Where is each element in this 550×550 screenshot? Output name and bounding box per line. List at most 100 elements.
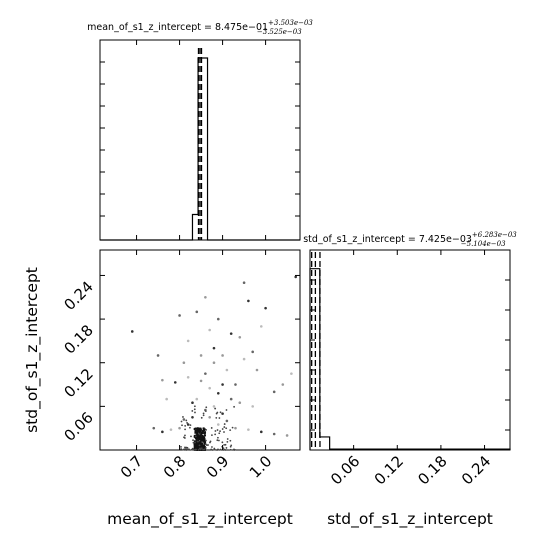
- scatter-core-point: [196, 430, 199, 433]
- scatter-x-tick-label: 1.0: [246, 452, 276, 482]
- scatter-halo-point: [219, 430, 221, 433]
- scatter-halo-point: [200, 447, 203, 450]
- scatter-halo-point: [194, 441, 196, 444]
- scatter-point: [191, 401, 194, 405]
- scatter-halo-point: [229, 439, 232, 442]
- mean-histogram-ticks: [100, 40, 300, 240]
- scatter-halo-point: [223, 443, 226, 446]
- scatter-x-tick-label: 0.9: [203, 452, 233, 482]
- scatter-core-point: [196, 427, 199, 430]
- scatter-core-point: [201, 439, 204, 442]
- scatter-core-point: [196, 441, 199, 444]
- scatter-halo-point: [189, 424, 192, 427]
- scatter-x-tick-label: 0.7: [117, 452, 147, 482]
- scatter-halo-point: [191, 447, 194, 450]
- mean-histogram-title: mean_of_s1_z_intercept = 8.475e−01+3.503…: [87, 19, 313, 36]
- scatter-y-label: std_of_s1_z_intercept: [23, 267, 42, 433]
- scatter-points: [130, 275, 297, 437]
- scatter-point: [186, 375, 190, 379]
- scatter-point: [152, 426, 156, 430]
- mean-title-main: mean_of_s1_z_intercept = 8.475e−01: [87, 22, 268, 33]
- scatter-core-point: [196, 448, 199, 451]
- scatter-halo-point: [229, 429, 232, 432]
- std-histogram-x-ticks: 0.06 0.12 0.18 0.24: [327, 250, 494, 488]
- scatter-halo-point: [218, 439, 220, 442]
- scatter-core-point: [196, 439, 199, 442]
- scatter-point: [251, 350, 254, 354]
- scatter-point: [225, 419, 229, 423]
- scatter-point: [234, 426, 237, 430]
- scatter-halo-point: [204, 447, 207, 449]
- scatter-point: [221, 383, 224, 386]
- scatter-dense-core: [180, 405, 236, 451]
- scatter-point: [216, 391, 220, 395]
- scatter-core-point: [196, 443, 199, 446]
- scatter-core-point: [201, 447, 204, 450]
- scatter-core-point: [199, 438, 202, 441]
- scatter-point: [130, 330, 134, 333]
- scatter-core-point: [201, 442, 204, 445]
- scatter-halo-point: [180, 448, 182, 450]
- std-x-tick-label: 0.18: [414, 452, 450, 488]
- scatter-halo-point: [216, 411, 219, 414]
- scatter-halo-point: [210, 427, 213, 429]
- scatter-point: [161, 430, 164, 434]
- scatter-halo-point: [199, 447, 202, 450]
- std-histogram-title: std_of_s1_z_intercept = 7.425e−03+6.283e…: [303, 231, 517, 248]
- scatter-core-point: [196, 442, 199, 445]
- scatter-core-point: [199, 433, 202, 436]
- scatter-halo-point: [180, 445, 182, 448]
- mean-title-sup: +3.503e−03: [268, 19, 313, 27]
- scatter-point: [186, 423, 190, 426]
- mean-quantile-lines: [197, 48, 203, 240]
- std-x-tick-label: 0.12: [371, 452, 407, 488]
- scatter-core-point: [203, 440, 206, 443]
- scatter-core-point: [197, 437, 200, 440]
- scatter-halo-point: [225, 447, 228, 449]
- scatter-core-point: [204, 434, 207, 437]
- scatter-halo-point: [182, 448, 185, 451]
- scatter-point: [238, 401, 242, 405]
- scatter-x-tick-label: 0.8: [160, 452, 190, 482]
- scatter-halo-point: [192, 441, 195, 444]
- scatter-halo-point: [185, 449, 188, 451]
- scatter-point: [208, 328, 211, 332]
- scatter-point: [182, 361, 186, 365]
- scatter-point: [221, 412, 224, 415]
- scatter-core-point: [195, 446, 198, 449]
- scatter-point: [242, 357, 246, 361]
- scatter-core-point: [202, 444, 205, 447]
- scatter-point: [294, 275, 297, 279]
- scatter-core-point: [198, 441, 201, 444]
- scatter-point: [173, 381, 177, 384]
- scatter-halo-point: [205, 406, 208, 409]
- std-histogram-steps: [309, 268, 511, 450]
- std-quantile-lines: [311, 252, 321, 450]
- scatter-halo-point: [197, 440, 199, 443]
- scatter-halo-point: [180, 420, 183, 423]
- scatter-core-point: [203, 438, 206, 441]
- scatter-halo-point: [216, 439, 219, 442]
- std-histogram-panel: 0.06 0.12 0.18 0.24 std_of_s1_z_intercept s…: [303, 231, 517, 529]
- scatter-halo-point: [225, 409, 228, 411]
- scatter-halo-point: [205, 439, 207, 442]
- scatter-y-tick-label: 0.06: [60, 408, 96, 444]
- scatter-point: [259, 325, 263, 328]
- scatter-halo-point: [192, 439, 194, 442]
- scatter-halo-point: [188, 448, 190, 451]
- scatter-core-point: [200, 444, 203, 447]
- scatter-core-point: [201, 430, 204, 433]
- scatter-halo-point: [202, 414, 205, 417]
- scatter-core-point: [203, 446, 206, 449]
- scatter-point: [195, 397, 199, 401]
- scatter-core-point: [199, 440, 202, 443]
- scatter-halo-point: [214, 407, 217, 410]
- scatter-point: [272, 432, 276, 436]
- scatter-halo-point: [200, 416, 203, 419]
- scatter-halo-point: [223, 426, 226, 428]
- scatter-core-point: [197, 436, 200, 439]
- scatter-halo-point: [194, 435, 197, 438]
- scatter-halo-point: [205, 428, 208, 431]
- scatter-core-point: [203, 441, 206, 444]
